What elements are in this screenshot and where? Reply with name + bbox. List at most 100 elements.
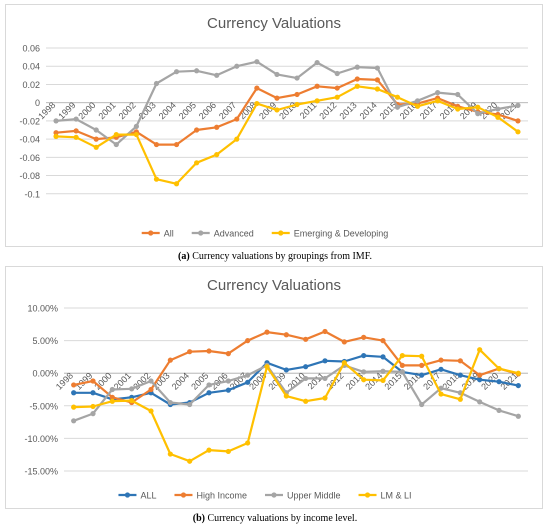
series-emerging-developing: [53, 83, 521, 187]
y-tick-label: 0.00%: [32, 369, 58, 379]
series-line: [73, 348, 519, 463]
data-point: [341, 339, 347, 345]
chart-plot-income: -15.00%-10.00%-5.00%0.00%5.00%10.00%1998…: [24, 304, 528, 501]
data-point: [113, 141, 119, 148]
data-point: [283, 367, 289, 373]
data-point: [167, 399, 173, 406]
data-point: [314, 98, 320, 104]
data-point: [419, 353, 425, 359]
data-point: [109, 386, 115, 393]
data-point: [414, 103, 421, 109]
data-point: [496, 379, 502, 385]
data-point: [374, 77, 380, 83]
data-point: [214, 72, 220, 78]
y-tick-label: 10.00%: [27, 304, 58, 314]
data-point: [71, 390, 77, 396]
data-point: [354, 83, 360, 89]
data-point: [206, 382, 212, 388]
data-point: [73, 116, 79, 122]
data-point: [515, 382, 521, 389]
data-point: [334, 85, 340, 91]
y-tick-label: -0.06: [19, 153, 40, 163]
data-point: [206, 447, 212, 453]
data-point: [314, 59, 320, 66]
data-point: [153, 141, 160, 148]
data-point: [438, 391, 444, 397]
legend-label: LM & LI: [381, 491, 412, 501]
y-tick-label: 5.00%: [32, 336, 58, 346]
data-point: [53, 130, 59, 136]
data-point: [419, 372, 425, 378]
data-point: [477, 399, 483, 405]
data-point: [245, 338, 251, 344]
chart-title: Currency Valuations: [207, 277, 341, 294]
data-point: [496, 366, 502, 372]
data-point: [414, 98, 421, 104]
data-point: [477, 372, 483, 378]
chart-panel-groupings: Currency Valuations -0.1 -0.08 -0.06 -0.04 -…: [5, 4, 543, 247]
data-point: [264, 329, 270, 335]
series-advanced: [53, 59, 521, 148]
data-point: [334, 94, 340, 100]
data-point: [173, 69, 180, 75]
data-point: [419, 401, 425, 408]
x-tick-label: 2000: [76, 100, 97, 121]
series-line: [55, 60, 519, 146]
legend-item: All: [141, 229, 174, 239]
data-point: [455, 91, 461, 98]
data-point: [187, 401, 193, 408]
legend-item: Emerging & Developing: [271, 229, 388, 239]
data-point: [394, 94, 401, 100]
data-point: [419, 362, 425, 368]
series-line: [55, 77, 519, 146]
data-point: [71, 418, 77, 424]
chart-title: Currency Valuations: [207, 15, 341, 32]
legend-item: Upper Middle: [265, 491, 341, 501]
data-point: [109, 394, 115, 400]
data-point: [515, 413, 521, 419]
data-point: [496, 407, 502, 413]
data-point: [90, 390, 96, 396]
y-tick-label: 0: [35, 98, 40, 108]
data-point: [93, 127, 99, 133]
data-point: [234, 136, 240, 142]
data-point: [71, 404, 77, 410]
data-point: [93, 144, 99, 150]
data-point: [225, 378, 231, 384]
data-point: [225, 387, 231, 393]
data-point: [515, 118, 521, 124]
series-line: [55, 85, 519, 185]
legend-label: ALL: [140, 491, 156, 501]
data-point: [214, 124, 220, 130]
data-point: [354, 76, 360, 82]
data-point: [475, 104, 481, 110]
data-point: [438, 366, 444, 372]
data-point: [435, 90, 441, 96]
data-point: [109, 398, 115, 404]
data-point: [515, 129, 521, 135]
legend-item: LM & LI: [358, 491, 412, 501]
data-point: [361, 334, 367, 340]
chart-panel-income: Currency Valuations -15.00% -10.00% -5.00%…: [5, 266, 543, 509]
x-tick-label: 2006: [197, 100, 218, 121]
legend-item: High Income: [174, 491, 247, 501]
series-line: [73, 354, 519, 406]
data-point: [374, 65, 380, 71]
x-tick-label: 2014: [358, 100, 379, 121]
data-point: [187, 349, 193, 355]
legend: ALL High Income Upper Middle LM & LI: [118, 491, 412, 501]
data-point: [457, 358, 463, 364]
data-point: [148, 408, 154, 414]
legend-swatch-marker: [364, 492, 371, 498]
data-point: [303, 398, 309, 404]
data-point: [245, 440, 251, 446]
data-point: [477, 347, 483, 353]
data-point: [322, 358, 328, 364]
data-point: [475, 111, 481, 117]
data-point: [254, 59, 260, 65]
y-tick-label: -0.08: [19, 171, 40, 181]
data-point: [206, 348, 212, 354]
y-tick-label: -15.00%: [24, 467, 58, 477]
x-tick-label: 2005: [189, 371, 210, 392]
data-point: [194, 68, 200, 74]
